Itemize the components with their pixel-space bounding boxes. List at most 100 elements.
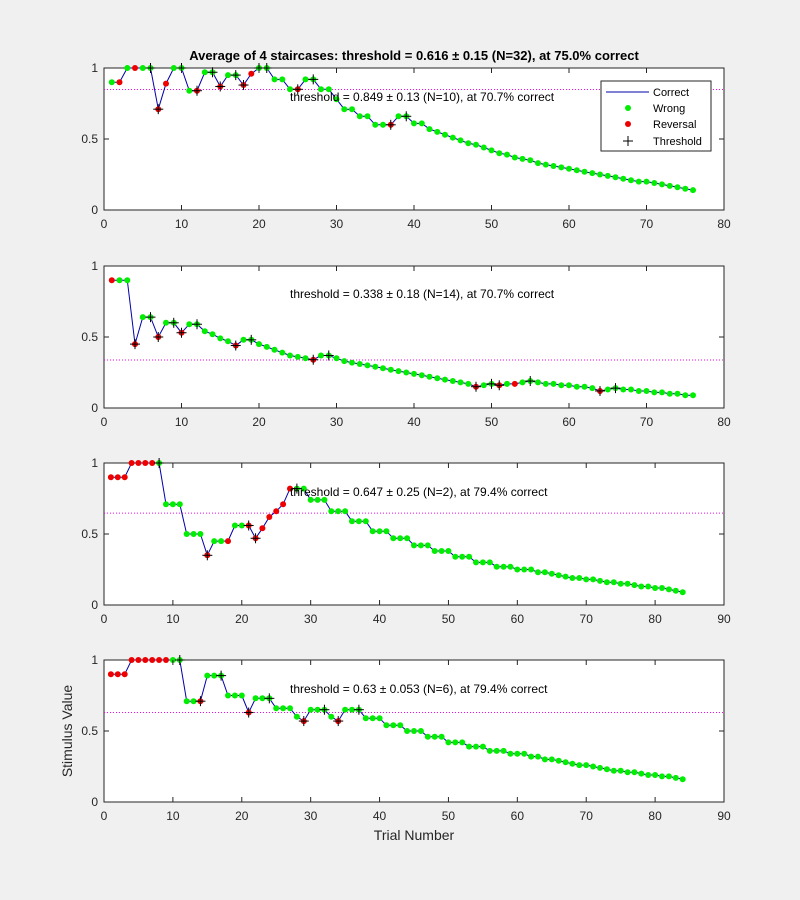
threshold-marker <box>308 354 319 365</box>
wrong-point <box>293 713 300 720</box>
legend-box <box>600 80 712 152</box>
wrong-point <box>411 120 417 127</box>
threshold-marker <box>319 704 330 715</box>
wrong-point <box>589 170 596 177</box>
wrong-point <box>240 336 247 343</box>
wrong-point <box>459 739 466 746</box>
threshold-annotation-2: threshold = 0.338 ± 0.18 (N=14), at 70.7… <box>290 287 555 301</box>
wrong-point <box>590 763 597 770</box>
reversal-point <box>135 657 142 663</box>
wrong-point <box>438 548 445 554</box>
wrong-point <box>364 113 371 120</box>
wrong-point <box>566 382 572 389</box>
wrong-point <box>411 728 417 734</box>
wrong-point <box>558 382 565 389</box>
wrong-point <box>395 113 402 120</box>
x-tick-label: 20 <box>235 612 249 626</box>
wrong-point <box>183 531 190 537</box>
threshold-marker <box>192 85 202 96</box>
wrong-point <box>116 277 123 284</box>
wrong-point <box>387 366 394 373</box>
y-tick-label: 0 <box>91 598 98 612</box>
wrong-point <box>211 538 218 545</box>
wrong-point <box>583 576 590 583</box>
legend-reversal-label: Reversal <box>653 119 696 131</box>
reversal-point <box>248 70 255 77</box>
wrong-point <box>445 548 452 554</box>
wrong-point <box>302 355 309 362</box>
wrong-point <box>438 733 445 740</box>
wrong-point <box>404 535 411 542</box>
threshold-marker <box>154 458 165 468</box>
threshold-marker <box>243 520 254 531</box>
wrong-point <box>335 508 342 515</box>
wrong-point <box>355 518 362 525</box>
wrong-point <box>659 585 665 591</box>
reversal-point <box>156 657 163 663</box>
reversal-point <box>287 485 293 492</box>
x-tick-label: 20 <box>235 809 249 823</box>
wrong-point <box>604 386 611 393</box>
wrong-point <box>190 698 197 705</box>
wrong-point <box>590 576 597 583</box>
wrong-point <box>527 157 534 164</box>
wrong-point <box>186 87 193 94</box>
threshold-marker <box>525 376 536 387</box>
wrong-point <box>645 583 652 590</box>
wrong-point <box>541 756 548 763</box>
wrong-point <box>583 762 590 769</box>
wrong-point <box>645 772 652 778</box>
y-tick-label: 0.5 <box>81 527 98 541</box>
wrong-point <box>493 747 500 754</box>
wrong-point <box>201 328 208 335</box>
threshold-marker <box>471 381 481 392</box>
threshold-annotation-3: threshold = 0.647 ± 0.25 (N=2), at 79.4%… <box>290 485 548 499</box>
wrong-point <box>603 766 610 773</box>
wrong-point <box>569 760 576 767</box>
wrong-point <box>294 353 301 360</box>
wrong-point <box>225 338 231 345</box>
threshold-marker <box>494 380 505 391</box>
wrong-point <box>581 168 588 175</box>
wrong-point <box>418 372 425 379</box>
x-tick-label: 50 <box>485 217 499 231</box>
x-tick-label: 40 <box>407 217 421 231</box>
wrong-point <box>566 165 572 172</box>
wrong-point <box>666 182 673 189</box>
wrong-point <box>682 392 689 399</box>
wrong-point <box>465 140 472 147</box>
wrong-point <box>665 586 672 593</box>
wrong-point <box>573 383 580 390</box>
reversal-point <box>107 671 114 678</box>
wrong-point <box>507 750 514 757</box>
wrong-point <box>225 692 231 699</box>
wrong-point <box>356 113 363 120</box>
threshold-marker <box>401 111 412 122</box>
wrong-point <box>589 385 596 392</box>
wrong-point <box>287 705 293 712</box>
wrong-point <box>504 380 510 387</box>
wrong-point <box>628 177 634 184</box>
wrong-point <box>225 72 231 79</box>
reversal-point <box>128 657 135 663</box>
wrong-point <box>356 361 363 367</box>
wrong-point <box>445 739 452 746</box>
wrong-point <box>364 362 371 369</box>
wrong-point <box>496 150 503 157</box>
wrong-point <box>624 769 631 776</box>
wrong-point <box>287 352 293 359</box>
y-tick-label: 0 <box>91 401 98 415</box>
wrong-point <box>271 346 278 353</box>
threshold-annotation-4: threshold = 0.63 ± 0.053 (N=6), at 79.4%… <box>290 682 548 696</box>
reversal-point <box>114 671 121 678</box>
wrong-point <box>431 733 438 740</box>
wrong-point <box>307 496 314 503</box>
wrong-point <box>333 355 340 362</box>
wrong-point <box>211 672 218 679</box>
wrong-point <box>341 106 348 113</box>
wrong-point <box>479 559 486 566</box>
legend-correct-label: Correct <box>653 87 689 99</box>
reversal-point <box>128 460 135 466</box>
y-tick-label: 1 <box>91 259 98 273</box>
